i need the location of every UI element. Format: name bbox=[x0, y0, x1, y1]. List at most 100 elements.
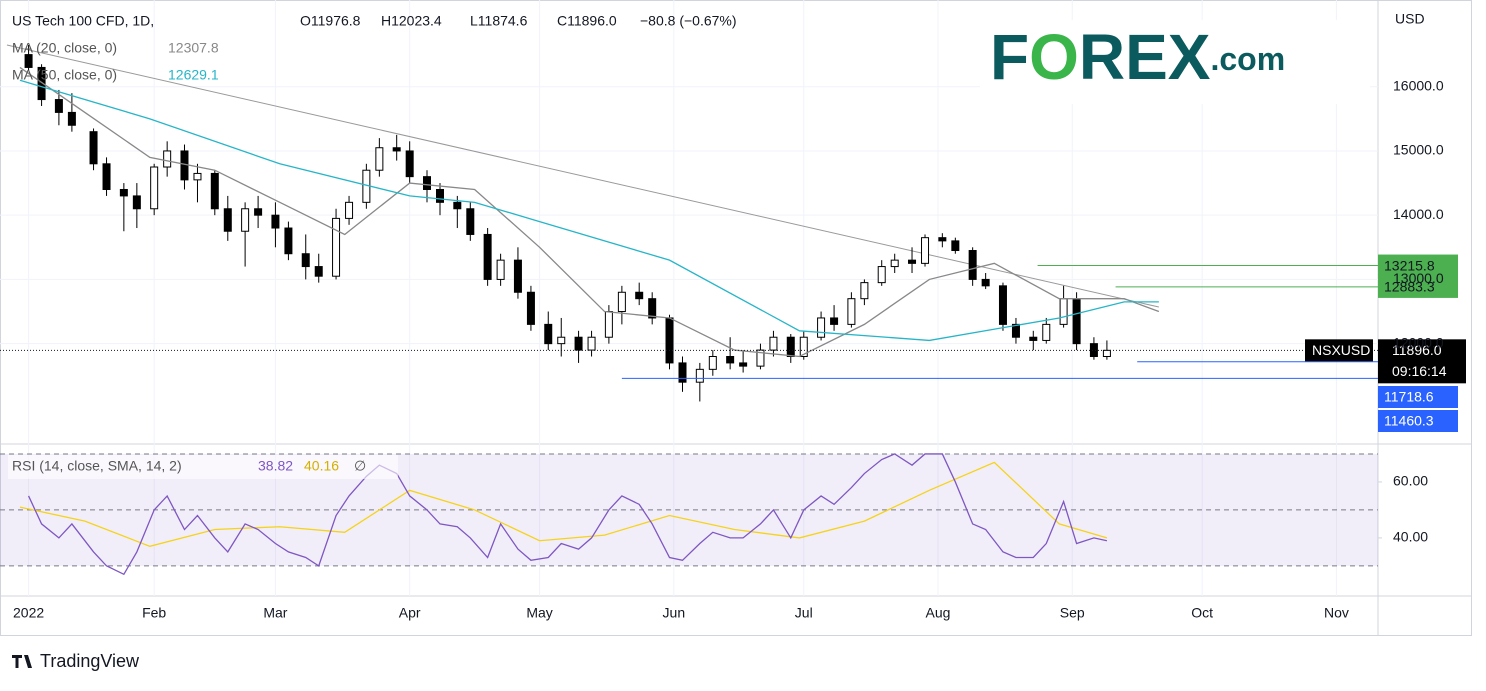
level-tag-label: 11460.3 bbox=[1384, 413, 1434, 429]
candle-body bbox=[951, 240, 960, 252]
countdown: 09:16:14 bbox=[1392, 363, 1447, 379]
logo-part: .com bbox=[1210, 41, 1285, 77]
candle-body bbox=[847, 298, 856, 325]
candle-body bbox=[769, 336, 778, 351]
candle-body bbox=[375, 147, 384, 171]
candle-body bbox=[557, 336, 566, 345]
candle-body bbox=[739, 362, 748, 367]
logo-part: F bbox=[990, 21, 1029, 93]
chart-title: US Tech 100 CFD, 1D, bbox=[12, 13, 154, 29]
currency: USD bbox=[1395, 11, 1425, 27]
candle-body bbox=[422, 176, 431, 190]
candle-body bbox=[1102, 349, 1111, 357]
y-tick-label: 15000.0 bbox=[1393, 142, 1444, 158]
level-tag bbox=[1378, 254, 1458, 277]
candle-body bbox=[453, 201, 462, 210]
candle-body bbox=[37, 66, 46, 101]
level-tag bbox=[1378, 386, 1458, 408]
candle-body bbox=[119, 188, 128, 197]
candle-body bbox=[1059, 298, 1068, 325]
candle-body bbox=[301, 253, 310, 268]
rsi-legend-value: 38.82 bbox=[258, 458, 293, 474]
rsi-legend-label: RSI (14, close, SMA, 14, 2) bbox=[12, 458, 182, 474]
x-tick-label: Aug bbox=[926, 605, 951, 621]
candle-body bbox=[392, 147, 401, 152]
candle-body bbox=[466, 208, 475, 235]
candle-body bbox=[726, 355, 735, 364]
y-tick-label: 14000.0 bbox=[1393, 206, 1444, 222]
candle-body bbox=[968, 250, 977, 280]
candle-body bbox=[756, 349, 765, 367]
candle-body bbox=[54, 99, 63, 113]
moving-average bbox=[19, 79, 1159, 342]
rsi-sma-line bbox=[19, 461, 1108, 547]
overlay: 13215.8 12883.3 NSXUSD 11896.0 09:16:14 11718… bbox=[0, 13, 1466, 479]
candle-body bbox=[877, 266, 886, 284]
candle-body bbox=[1089, 343, 1098, 357]
candle-body bbox=[998, 285, 1007, 325]
symbol-tag-label: NSXUSD bbox=[1312, 342, 1370, 358]
logo: FOREX.com bbox=[990, 21, 1285, 93]
candle-body bbox=[150, 166, 159, 210]
moving-average bbox=[19, 66, 1160, 358]
x-tick-label: Oct bbox=[1191, 605, 1213, 621]
x-tick-label: Jun bbox=[663, 605, 686, 621]
candle-body bbox=[587, 336, 596, 351]
level-tag bbox=[1378, 410, 1458, 432]
candle-body bbox=[799, 336, 808, 357]
candle-body bbox=[210, 172, 219, 210]
candle-body bbox=[921, 237, 930, 264]
candle-body bbox=[67, 111, 76, 126]
candle-body bbox=[860, 282, 869, 300]
candle-body bbox=[817, 317, 826, 338]
candle-body bbox=[314, 266, 323, 277]
candle-body bbox=[708, 355, 717, 370]
candle-body bbox=[332, 217, 341, 277]
candle-body bbox=[648, 298, 657, 319]
last-price-label: 11896.0 bbox=[1392, 342, 1442, 358]
x-tick-label: Mar bbox=[263, 605, 287, 621]
candle-body bbox=[1072, 298, 1081, 345]
ohlc-legend: L11874.6 bbox=[470, 13, 528, 29]
candle-body bbox=[1011, 323, 1020, 338]
candle-body bbox=[180, 150, 189, 181]
rsi-tick-label: 60.00 bbox=[1393, 473, 1428, 489]
candle-body bbox=[908, 259, 917, 264]
ohlc-legend: O11976.8 bbox=[300, 13, 361, 29]
x-tick-label: 2022 bbox=[13, 605, 44, 621]
candle-body bbox=[345, 201, 354, 219]
frame bbox=[0, 0, 1472, 636]
candle-body bbox=[981, 278, 990, 287]
candle-body bbox=[132, 195, 141, 210]
ohlc-legend: −80.8 (−0.67%) bbox=[640, 13, 737, 29]
candle-body bbox=[938, 237, 947, 242]
x-tick-label: Jul bbox=[795, 605, 813, 621]
candle-body bbox=[617, 291, 626, 313]
candle-body bbox=[1042, 323, 1051, 341]
candle-body bbox=[1029, 336, 1038, 341]
candle-body bbox=[544, 323, 553, 345]
candle-body bbox=[695, 368, 704, 383]
last-price-tag bbox=[1378, 339, 1466, 384]
candle-body bbox=[163, 150, 172, 168]
rsi-legend-extra: ∅ bbox=[354, 458, 366, 474]
level-tag bbox=[1378, 275, 1458, 298]
x-tick-label: Feb bbox=[142, 605, 166, 621]
y-tick-label: 12000.0 bbox=[1393, 334, 1444, 350]
candle-body bbox=[483, 233, 492, 280]
candle-body bbox=[24, 54, 33, 68]
level-tag-label: 13215.8 bbox=[1384, 257, 1435, 273]
candle-body bbox=[241, 208, 250, 232]
legend-label: MA (20, close, 0) bbox=[12, 40, 117, 56]
ohlc-legend: H12023.4 bbox=[381, 13, 442, 29]
candle-body bbox=[271, 214, 280, 229]
candle-body bbox=[604, 311, 613, 338]
x-tick-label: Sep bbox=[1060, 605, 1085, 621]
y-tick-label: 16000.0 bbox=[1393, 77, 1444, 93]
x-tick-label: Nov bbox=[1324, 605, 1349, 621]
symbol-tag bbox=[1305, 339, 1373, 362]
x-tick-label: Apr bbox=[399, 605, 421, 621]
legend-label: MA (50, close, 0) bbox=[12, 67, 117, 83]
candle-body bbox=[496, 259, 505, 280]
